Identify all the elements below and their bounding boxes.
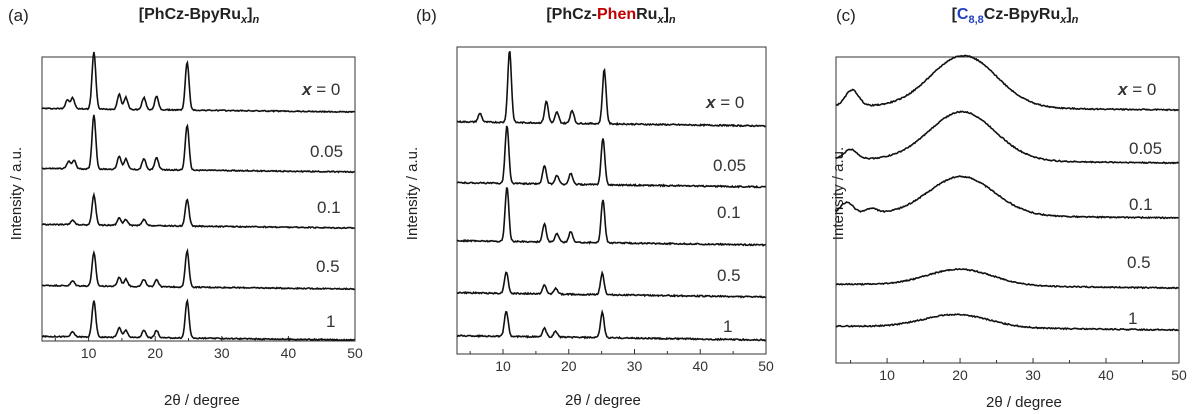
series-label: 0.05 [713, 156, 746, 175]
panel-a: (a) [PhCz-BpyRux]n Intensity / a.u. 2θ /… [0, 0, 398, 414]
series-label: 0.5 [316, 257, 340, 276]
chart-svg: 10 20 30 40 50 x = 0 0.05 0.1 0.5 1 [456, 46, 774, 374]
series-line [42, 298, 355, 342]
series-label: 1 [326, 312, 335, 331]
x-tick-label: 10 [879, 367, 895, 383]
x-tick-label: 20 [147, 345, 163, 361]
chart-svg: 10 20 30 40 50 x = 0 0.05 0.1 0.5 1 [835, 54, 1187, 383]
x-tick-label: 40 [1098, 367, 1114, 383]
series-line [456, 309, 767, 342]
x-tick-label: 10 [495, 358, 511, 374]
x-tick-label: 50 [1171, 367, 1187, 383]
panel-b: (b) [PhCz-PhenRux]n Intensity / a.u. 2θ … [400, 0, 798, 414]
series-line [835, 267, 1179, 290]
series-label: 0.5 [1127, 253, 1151, 272]
series-line [41, 51, 355, 114]
chart-svg: 10 20 30 40 50 x = 0 0.05 0.1 0.5 1 [41, 51, 363, 361]
series-label: x = 0 [705, 93, 744, 112]
panel-title: [PhCz-BpyRux]n [138, 6, 260, 27]
series-line [41, 191, 355, 230]
series-line [456, 187, 766, 247]
x-tick-label: 20 [561, 358, 577, 374]
x-tick-label: 50 [347, 345, 363, 361]
x-tick-label: 30 [627, 358, 643, 374]
series-label: x = 0 [1117, 80, 1156, 99]
series-label: 0.1 [317, 198, 341, 217]
panel-label: (a) [8, 6, 29, 25]
x-tick-label: 40 [692, 358, 708, 374]
series-line [835, 313, 1179, 332]
panel-label: (c) [836, 6, 856, 25]
series-line [835, 110, 1179, 165]
x-tick-label: 10 [81, 345, 97, 361]
series-line [41, 247, 355, 291]
x-tick-label: 20 [952, 367, 968, 383]
panel-label: (b) [416, 6, 437, 25]
series-label: 0.1 [1129, 195, 1153, 214]
series-line [456, 270, 766, 299]
series-line [41, 114, 355, 174]
series-line [835, 175, 1179, 220]
plot-frame [41, 56, 356, 342]
series-line [456, 50, 766, 128]
x-tick-label: 30 [214, 345, 230, 361]
x-tick-label: 30 [1025, 367, 1041, 383]
x-axis-label: 2θ / degree [164, 392, 240, 409]
x-tick-label: 40 [281, 345, 297, 361]
series-line [835, 54, 1179, 112]
x-axis-label: 2θ / degree [565, 392, 641, 409]
series-label: 1 [723, 317, 732, 336]
series-label: 0.05 [310, 142, 343, 161]
panel-title: [C8,8Cz-BpyRux]n [951, 6, 1079, 27]
panel-c: (c) [C8,8Cz-BpyRux]n Intensity / a.u. 2θ… [798, 0, 1196, 414]
series-label: 0.05 [1129, 139, 1162, 158]
series-label: x = 0 [301, 80, 340, 99]
x-axis-label: 2θ / degree [986, 394, 1062, 411]
series-label: 1 [1128, 309, 1137, 328]
series-label: 0.1 [717, 203, 741, 222]
panel-title: [PhCz-PhenRux]n [546, 6, 676, 27]
plot-frame [835, 56, 1180, 364]
plot-frame [456, 46, 767, 355]
x-tick-label: 50 [758, 358, 774, 374]
series-label: 0.5 [717, 266, 741, 285]
series-line [457, 125, 766, 189]
